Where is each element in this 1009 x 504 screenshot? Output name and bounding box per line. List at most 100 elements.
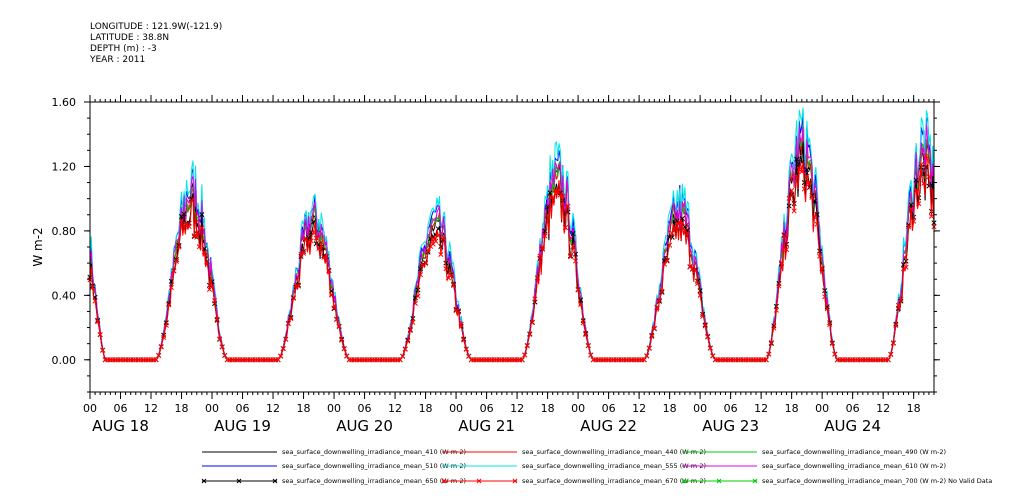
series-marker-7 xyxy=(794,173,800,180)
legend-label-1: sea_surface_downwelling_irradiance_mean_… xyxy=(522,448,706,456)
series-marker-7 xyxy=(710,353,716,359)
series-marker-7 xyxy=(537,253,543,259)
series-marker-7 xyxy=(212,298,218,304)
series-marker-7 xyxy=(522,352,528,358)
series-marker-7 xyxy=(641,357,647,363)
series-marker-7 xyxy=(450,282,457,288)
x-tick-label: 18 xyxy=(419,402,433,415)
day-label: AUG 20 xyxy=(336,417,393,435)
series-marker-7 xyxy=(771,325,777,331)
series-marker-7 xyxy=(664,258,670,264)
series-marker-7 xyxy=(410,319,416,325)
y-tick-label: 0.80 xyxy=(52,225,77,238)
series-marker-7 xyxy=(784,246,790,253)
series-marker-7 xyxy=(888,351,894,357)
series-marker-7 xyxy=(438,251,444,257)
series-marker-6 xyxy=(199,212,205,218)
series-marker-7 xyxy=(781,233,787,239)
series-marker-7 xyxy=(186,223,192,230)
series-marker-7 xyxy=(95,319,101,325)
x-tick-label: 18 xyxy=(663,402,677,415)
legend-marker-8 xyxy=(752,478,758,484)
series-marker-7 xyxy=(654,304,660,310)
series-marker-7 xyxy=(153,357,159,363)
series-marker-7 xyxy=(669,230,675,236)
series-marker-7 xyxy=(913,188,919,194)
series-marker-7 xyxy=(829,341,835,347)
x-tick-label: 00 xyxy=(83,402,97,415)
series-line-1 xyxy=(89,129,935,361)
x-tick-label: 18 xyxy=(907,402,921,415)
legend-marker-8 xyxy=(716,478,722,484)
series-marker-7 xyxy=(578,301,584,307)
day-label: AUG 24 xyxy=(824,417,881,435)
legend-label-8: sea_surface_downwelling_irradiance_mean_… xyxy=(762,477,992,485)
series-marker-7 xyxy=(161,334,167,341)
series-marker-7 xyxy=(766,351,772,357)
x-tick-label: 18 xyxy=(541,402,555,415)
series-marker-7 xyxy=(308,238,314,244)
series-marker-7 xyxy=(585,343,591,349)
series-marker-7 xyxy=(217,336,223,342)
series-marker-7 xyxy=(580,320,586,326)
series-marker-7 xyxy=(824,306,830,312)
series-marker-7 xyxy=(811,214,818,220)
x-tick-label: 12 xyxy=(266,402,280,415)
series-marker-7 xyxy=(214,316,220,322)
legend-marker-7 xyxy=(512,478,518,484)
series-marker-7 xyxy=(463,346,469,352)
series-marker-7 xyxy=(412,300,418,306)
x-tick-label: 18 xyxy=(297,402,311,415)
series-line-7 xyxy=(89,155,935,361)
series-marker-7 xyxy=(339,337,345,343)
series-marker-7 xyxy=(300,250,307,256)
legend: sea_surface_downwelling_irradiance_mean_… xyxy=(201,448,992,485)
series-marker-7 xyxy=(97,332,103,338)
series-marker-7 xyxy=(575,287,581,293)
legend-label-4: sea_surface_downwelling_irradiance_mean_… xyxy=(522,462,706,470)
series-marker-7 xyxy=(819,265,825,271)
series-marker-7 xyxy=(573,258,579,264)
series-marker-7 xyxy=(201,249,207,255)
series-marker-7 xyxy=(817,253,823,259)
x-tick-label: 06 xyxy=(724,402,738,415)
y-tick-label: 0.00 xyxy=(52,354,77,367)
series-marker-7 xyxy=(911,218,917,224)
series-marker-7 xyxy=(799,169,805,175)
series-marker-6 xyxy=(679,216,685,222)
series-marker-6 xyxy=(697,288,703,294)
x-tick-label: 00 xyxy=(693,402,707,415)
series-marker-6 xyxy=(545,204,551,210)
year-label: YEAR : 2011 xyxy=(90,55,146,65)
x-tick-label: 06 xyxy=(846,402,860,415)
series-marker-7 xyxy=(440,234,446,240)
series-marker-7 xyxy=(555,188,561,194)
legend-label-7: sea_surface_downwelling_irradiance_mean_… xyxy=(522,477,706,485)
series-marker-7 xyxy=(702,323,708,329)
series-marker-7 xyxy=(176,244,182,250)
series-marker-7 xyxy=(285,321,291,327)
series-marker-6 xyxy=(781,232,787,238)
series-marker-7 xyxy=(700,313,706,319)
series-marker-6 xyxy=(804,167,810,173)
series-marker-7 xyxy=(649,333,655,339)
series-marker-7 xyxy=(895,302,901,308)
series-marker-7 xyxy=(529,320,535,326)
series-marker-7 xyxy=(402,346,408,352)
series-marker-7 xyxy=(893,322,899,328)
legend-label-3: sea_surface_downwelling_irradiance_mean_… xyxy=(282,462,466,470)
series-marker-7 xyxy=(791,208,797,214)
series-marker-7 xyxy=(280,346,286,352)
series-marker-7 xyxy=(405,338,411,344)
x-tick-label: 00 xyxy=(449,402,463,415)
series-marker-7 xyxy=(92,298,98,304)
series-marker-7 xyxy=(667,242,673,248)
series-marker-7 xyxy=(456,309,462,315)
x-tick-label: 12 xyxy=(388,402,402,415)
series-marker-7 xyxy=(707,345,713,351)
series-marker-7 xyxy=(646,345,652,351)
series-marker-7 xyxy=(196,244,202,250)
series-marker-7 xyxy=(318,239,324,245)
series-marker-7 xyxy=(588,352,594,358)
legend-marker-7 xyxy=(476,478,482,484)
